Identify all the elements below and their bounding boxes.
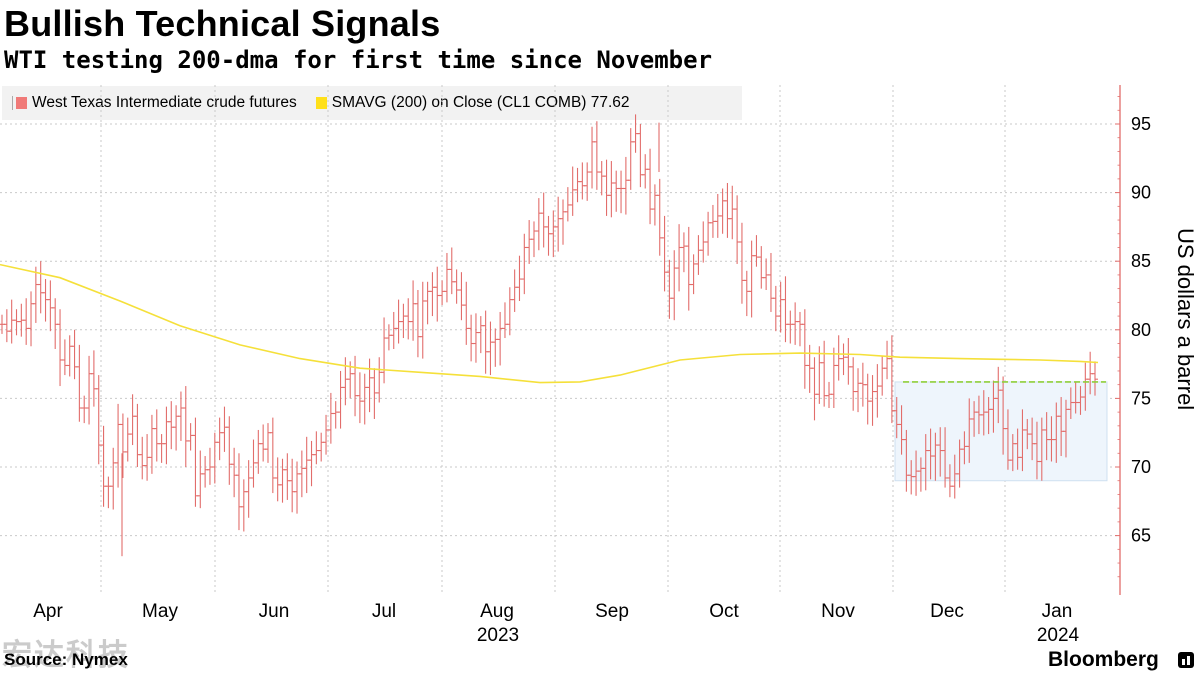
x-year-label: 2023 <box>477 625 519 646</box>
x-month-label: Dec <box>930 601 964 622</box>
y-tick-label: 75 <box>1131 388 1151 408</box>
y-tick-label: 95 <box>1131 114 1151 134</box>
bar-chart-icon <box>1178 652 1194 668</box>
source-note: Source: Nymex <box>4 650 128 669</box>
y-tick-label: 85 <box>1131 251 1151 271</box>
x-month-label: Jul <box>372 601 396 622</box>
legend-swatch-wti <box>16 97 27 109</box>
x-month-label: Sep <box>595 601 629 622</box>
x-month-label: May <box>142 601 178 622</box>
x-month-label: Oct <box>709 601 739 622</box>
y-tick-label: 65 <box>1131 526 1151 546</box>
y-tick-label: 90 <box>1131 183 1151 203</box>
y-tick-label: 80 <box>1131 320 1151 340</box>
x-month-label: Jan <box>1042 601 1073 622</box>
chart-title: Bullish Technical Signals <box>4 3 441 44</box>
sma200-line <box>0 263 1099 384</box>
y-axis-label: US dollars a barrel <box>1173 228 1198 410</box>
x-year-label: 2024 <box>1037 625 1080 646</box>
x-month-label: Jun <box>259 601 290 622</box>
x-month-label: Aug <box>480 601 514 622</box>
y-tick-label: 70 <box>1131 457 1151 477</box>
chart-subtitle: WTI testing 200-dma for first time since… <box>4 46 713 74</box>
ohlc-bar-icon <box>10 96 15 110</box>
legend-swatch-smavg <box>315 97 327 109</box>
legend: West Texas Intermediate crude futures SM… <box>2 86 742 120</box>
x-month-label: Apr <box>33 601 63 622</box>
x-month-label: Nov <box>821 601 855 622</box>
legend-label-wti: West Texas Intermediate crude futures <box>32 94 297 111</box>
price-bars <box>0 114 1098 532</box>
bloomberg-logo: Bloomberg <box>1048 648 1159 671</box>
